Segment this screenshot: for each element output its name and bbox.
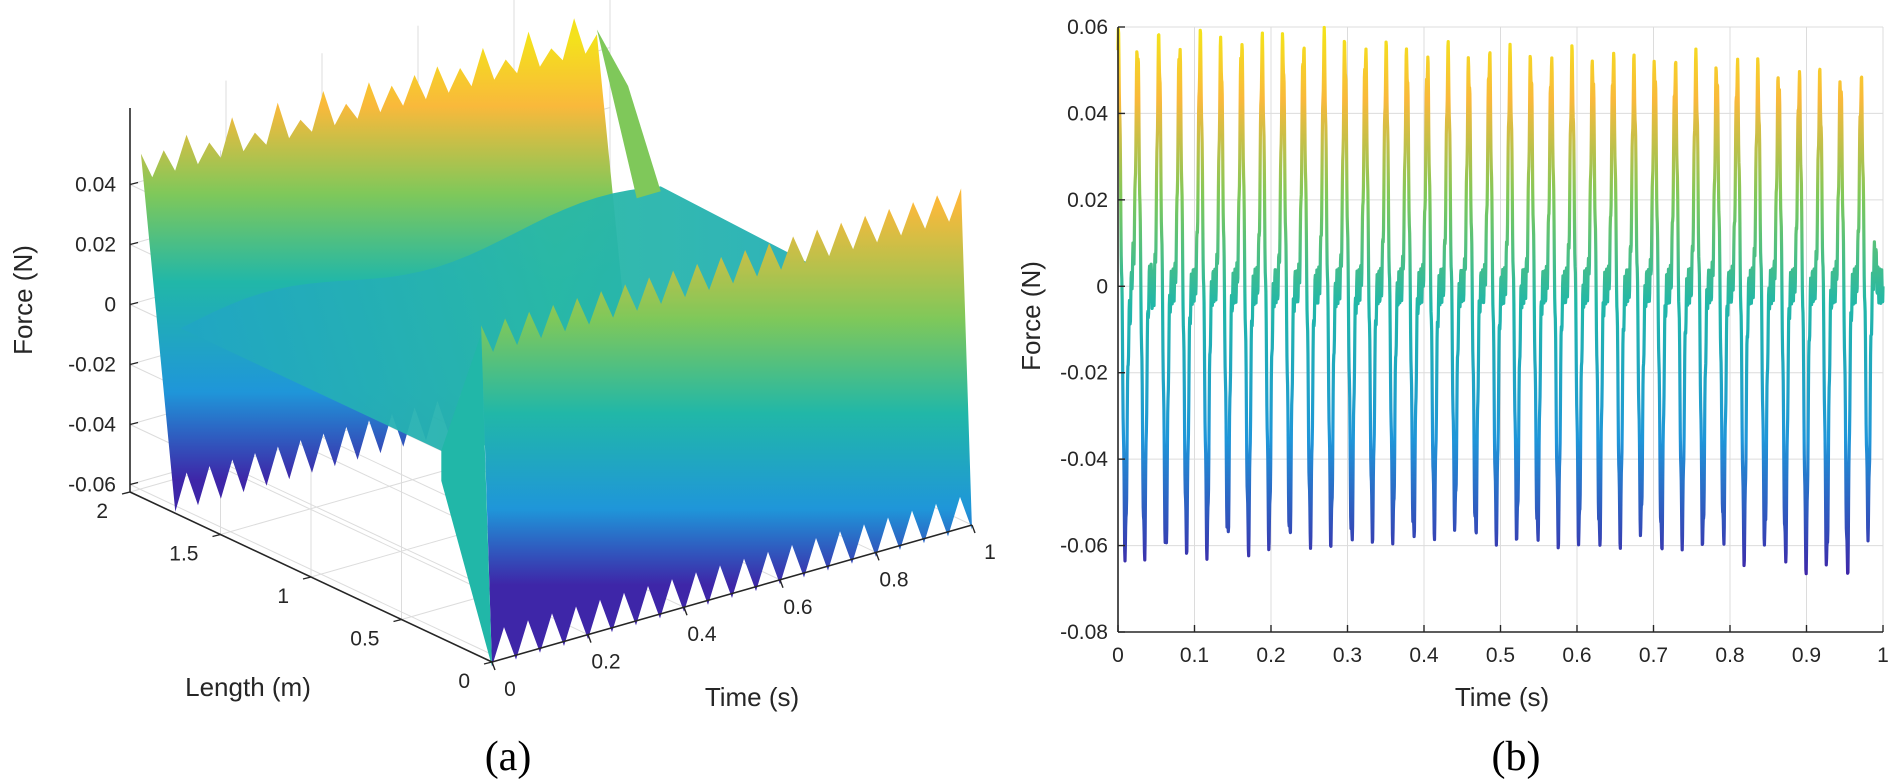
panel-a-ltick	[212, 533, 221, 538]
panel-b-xlabel: Time (s)	[1455, 682, 1549, 712]
panel-a-ttick	[779, 579, 784, 589]
panel-b-caption: (b)	[1492, 734, 1541, 780]
panel-a-ltick	[483, 661, 493, 665]
panel-b-xtick-label: 0.5	[1486, 644, 1515, 667]
panel-a-ttick-label: 0	[504, 678, 516, 701]
panel-a-ltick	[302, 576, 312, 580]
panel-a-ttick	[971, 524, 976, 534]
panel-b-force-line	[1116, 25, 1885, 576]
panel-b-ytick-label: -0.02	[1060, 362, 1108, 385]
panel-a-ltick-label: 2	[96, 500, 108, 523]
panel-b-force-series	[1116, 25, 1885, 576]
panel-a-ylabel: Length (m)	[185, 672, 311, 702]
panel-a-axes: -0.06 -0.04 -0.02 0 0.02 0.04 0 0.5 1 1.5 2 0 0.2 0.4…	[68, 108, 996, 701]
panel-b-line-plot: 0 0.1 0.2 0.3 0.4 0.5 0.6 0.7 0.8 0.9 1 -0.08 -0.06 -…	[1016, 16, 1889, 780]
panel-b-xtick-label: 0.4	[1409, 644, 1439, 667]
panel-a-ttick	[683, 606, 688, 616]
panel-a-ttick	[587, 634, 592, 643]
panel-a-ttick-label: 1	[984, 541, 996, 564]
panel-a-ltick	[393, 618, 402, 623]
panel-b-xtick-label: 0.1	[1180, 644, 1209, 667]
panel-a-xlabel: Time (s)	[705, 682, 799, 712]
panel-a-ttick-label: 0.4	[687, 623, 717, 646]
panel-a-ztick	[129, 481, 139, 486]
panel-a-ttick-label: 0.8	[879, 568, 908, 591]
panel-a-ttick-label: 0.2	[591, 651, 620, 674]
panel-b-ytick-label: -0.04	[1060, 448, 1108, 471]
panel-b-xtick-label: 0.8	[1715, 644, 1744, 667]
panel-a-ztick-label: -0.02	[68, 354, 116, 377]
panel-a-ztick-label: 0.04	[75, 174, 116, 197]
panel-b-xtick-label: 0.7	[1639, 644, 1668, 667]
panel-a-ztick	[129, 421, 139, 426]
panel-a-time-axis	[491, 524, 973, 663]
panel-b-ytick-label: 0.02	[1067, 189, 1108, 212]
panel-a-ztick	[129, 301, 139, 306]
panel-a-zlabel: Force (N)	[8, 245, 38, 355]
panel-b-xtick-label: 0.6	[1562, 644, 1591, 667]
panel-b-ytick-label: -0.06	[1060, 535, 1108, 558]
panel-a-ltick-label: 0	[458, 670, 470, 693]
panel-a-back-drape	[596, 29, 661, 199]
panel-a-ztick-label: 0.02	[75, 234, 116, 257]
panel-a-ttick	[491, 661, 496, 671]
panel-a-front-transition	[441, 334, 492, 667]
panel-a-front-sawtooth-band	[481, 188, 972, 667]
panel-b-xtick-label: 0.3	[1333, 644, 1362, 667]
panel-a-surface	[140, 18, 972, 667]
panel-b-xtick-label: 1	[1877, 644, 1889, 667]
panel-b-xtick-label: 0.2	[1256, 644, 1285, 667]
panel-b-xtick-label: 0	[1112, 644, 1124, 667]
panel-a-ztick	[129, 181, 139, 186]
panel-b-axes: 0 0.1 0.2 0.3 0.4 0.5 0.6 0.7 0.8 0.9 1 -0.08 -0.06 -…	[1060, 16, 1889, 667]
panel-b-ylabel: Force (N)	[1016, 261, 1046, 371]
panel-b-ytick-label: 0.06	[1067, 16, 1108, 39]
panel-a-ztick-label: -0.06	[68, 474, 116, 497]
panel-a-ltick-label: 0.5	[350, 628, 379, 651]
panel-b-ytick-label: 0.04	[1067, 102, 1108, 125]
panel-b-xtick-label: 0.9	[1792, 644, 1821, 667]
panel-b-ytick-label: -0.08	[1060, 621, 1108, 644]
panel-a-caption: (a)	[485, 734, 532, 780]
panel-a-ltick-label: 1.5	[169, 543, 198, 566]
panel-a-ttick-label: 0.6	[783, 596, 812, 619]
panel-a-ztick-label: 0	[104, 294, 116, 317]
panel-a-ztick-label: -0.04	[68, 414, 116, 437]
panel-b-ytick-label: 0	[1096, 275, 1108, 298]
panel-a-ttick	[875, 552, 880, 561]
panel-a-ztick	[129, 241, 139, 246]
panel-a-surface-plot: -0.06 -0.04 -0.02 0 0.02 0.04 0 0.5 1 1.5 2 0 0.2 0.4…	[8, 0, 996, 780]
panel-a-ltick	[121, 491, 131, 495]
panel-a-ztick	[129, 361, 139, 366]
panel-a-ltick-label: 1	[277, 585, 289, 608]
